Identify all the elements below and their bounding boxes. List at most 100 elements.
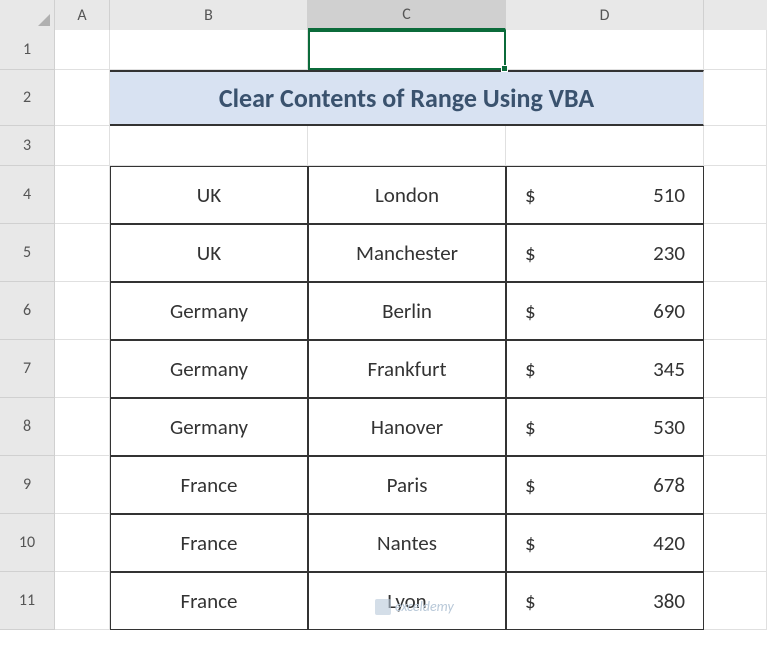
cell-city[interactable]: Nantes [308, 514, 506, 572]
amount-value: 380 [653, 588, 685, 614]
currency-symbol: $ [525, 240, 536, 266]
cell-amount[interactable]: $678 [506, 456, 704, 514]
cell-E6[interactable] [704, 282, 767, 340]
currency-symbol: $ [525, 588, 536, 614]
cell-E2[interactable] [704, 70, 767, 126]
currency-symbol: $ [525, 356, 536, 382]
cell-A8[interactable] [55, 398, 110, 456]
cell-A6[interactable] [55, 282, 110, 340]
cell-amount[interactable]: $230 [506, 224, 704, 282]
cell-E1[interactable] [704, 30, 767, 70]
cell-B3[interactable] [110, 126, 308, 166]
cell-city[interactable]: Berlin [308, 282, 506, 340]
row-headers: 1 2 3 4 5 6 7 8 9 10 11 [0, 30, 55, 630]
cell-C1[interactable] [308, 30, 506, 70]
amount-value: 690 [653, 298, 685, 324]
cell-city[interactable]: Paris [308, 456, 506, 514]
cell-city[interactable]: Frankfurt [308, 340, 506, 398]
cell-E4[interactable] [704, 166, 767, 224]
col-header-A[interactable]: A [55, 0, 110, 30]
cell-E8[interactable] [704, 398, 767, 456]
cell-A5[interactable] [55, 224, 110, 282]
cell-A11[interactable] [55, 572, 110, 630]
amount-value: 420 [653, 530, 685, 556]
row-header-5[interactable]: 5 [0, 224, 55, 282]
amount-value: 510 [653, 182, 685, 208]
cell-D3[interactable] [506, 126, 704, 166]
cell-amount[interactable]: $530 [506, 398, 704, 456]
cell-country[interactable]: UK [110, 224, 308, 282]
col-header-D[interactable]: D [506, 0, 704, 30]
cells-area: Clear Contents of Range Using VBA UK Lon… [55, 30, 767, 630]
cell-C3[interactable] [308, 126, 506, 166]
cell-country[interactable]: UK [110, 166, 308, 224]
cell-amount[interactable]: $510 [506, 166, 704, 224]
amount-value: 345 [653, 356, 685, 382]
row-header-10[interactable]: 10 [0, 514, 55, 572]
cell-A3[interactable] [55, 126, 110, 166]
row-header-3[interactable]: 3 [0, 126, 55, 166]
table-row: UK London $510 [55, 166, 767, 224]
row-header-2[interactable]: 2 [0, 70, 55, 126]
cell-A2[interactable] [55, 70, 110, 126]
cell-D1[interactable] [506, 30, 704, 70]
row-header-8[interactable]: 8 [0, 398, 55, 456]
cell-country[interactable]: Germany [110, 282, 308, 340]
col-header-B[interactable]: B [110, 0, 308, 30]
column-headers: A B C D [0, 0, 767, 30]
col-header-E[interactable] [704, 0, 767, 30]
cell-E11[interactable] [704, 572, 767, 630]
cell-E7[interactable] [704, 340, 767, 398]
table-row: France Nantes $420 [55, 514, 767, 572]
cell-B1[interactable] [110, 30, 308, 70]
cell-A1[interactable] [55, 30, 110, 70]
cell-A9[interactable] [55, 456, 110, 514]
cell-country[interactable]: France [110, 456, 308, 514]
amount-value: 530 [653, 414, 685, 440]
table-row: Germany Berlin $690 [55, 282, 767, 340]
row-header-4[interactable]: 4 [0, 166, 55, 224]
cell-country[interactable]: Germany [110, 340, 308, 398]
cell-A10[interactable] [55, 514, 110, 572]
col-header-C[interactable]: C [308, 0, 506, 30]
cell-E3[interactable] [704, 126, 767, 166]
table-row: Germany Hanover $530 [55, 398, 767, 456]
cell-A7[interactable] [55, 340, 110, 398]
currency-symbol: $ [525, 298, 536, 324]
amount-value: 230 [653, 240, 685, 266]
row-header-7[interactable]: 7 [0, 340, 55, 398]
cell-city[interactable]: Manchester [308, 224, 506, 282]
row-header-6[interactable]: 6 [0, 282, 55, 340]
cell-E9[interactable] [704, 456, 767, 514]
currency-symbol: $ [525, 472, 536, 498]
cell-amount[interactable]: $690 [506, 282, 704, 340]
cell-amount[interactable]: $420 [506, 514, 704, 572]
table-row: UK Manchester $230 [55, 224, 767, 282]
currency-symbol: $ [525, 530, 536, 556]
cell-amount[interactable]: $345 [506, 340, 704, 398]
grid-row-1 [55, 30, 767, 70]
cell-E5[interactable] [704, 224, 767, 282]
row-header-11[interactable]: 11 [0, 572, 55, 630]
cell-country[interactable]: France [110, 514, 308, 572]
spreadsheet: A B C D 1 2 3 4 5 6 7 8 9 10 11 [0, 0, 767, 650]
row-header-1[interactable]: 1 [0, 30, 55, 70]
cell-city[interactable]: London [308, 166, 506, 224]
cell-country[interactable]: Germany [110, 398, 308, 456]
cell-amount[interactable]: $380 [506, 572, 704, 630]
cell-E10[interactable] [704, 514, 767, 572]
amount-value: 678 [653, 472, 685, 498]
row-header-9[interactable]: 9 [0, 456, 55, 514]
cell-country[interactable]: France [110, 572, 308, 630]
cell-city[interactable]: Hanover [308, 398, 506, 456]
grid-row-3 [55, 126, 767, 166]
body-area: 1 2 3 4 5 6 7 8 9 10 11 Clear Contents o… [0, 30, 767, 630]
table-row: France Paris $678 [55, 456, 767, 514]
select-all-button[interactable] [0, 0, 55, 30]
title-cell[interactable]: Clear Contents of Range Using VBA [110, 70, 704, 126]
currency-symbol: $ [525, 182, 536, 208]
cell-city[interactable]: Lyon [308, 572, 506, 630]
currency-symbol: $ [525, 414, 536, 440]
table-row: France Lyon $380 [55, 572, 767, 630]
cell-A4[interactable] [55, 166, 110, 224]
